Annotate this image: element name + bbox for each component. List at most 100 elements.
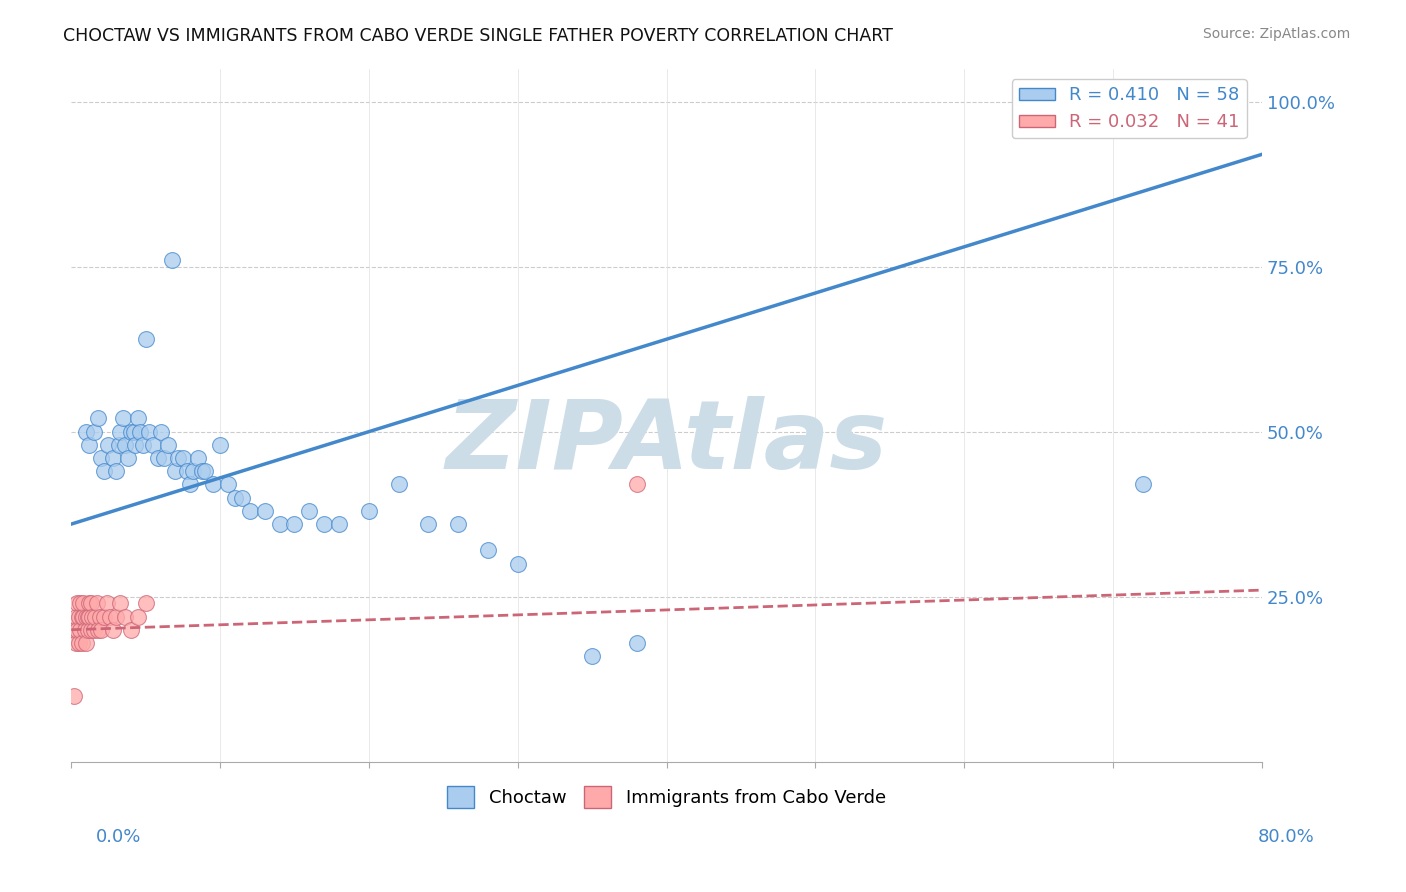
Point <box>69 596 91 610</box>
Point <box>63 689 86 703</box>
Point <box>418 517 440 532</box>
Point <box>66 596 89 610</box>
Point <box>181 464 204 478</box>
Point <box>447 517 470 532</box>
Point <box>1132 477 1154 491</box>
Point <box>138 425 160 439</box>
Point <box>89 609 111 624</box>
Point <box>156 438 179 452</box>
Point <box>101 451 124 466</box>
Point <box>72 609 94 624</box>
Point <box>224 491 246 505</box>
Point <box>70 609 93 624</box>
Point <box>127 411 149 425</box>
Point <box>131 438 153 452</box>
Point <box>83 425 105 439</box>
Point <box>328 517 350 532</box>
Point <box>149 425 172 439</box>
Point <box>114 609 136 624</box>
Point <box>76 623 98 637</box>
Point <box>194 464 217 478</box>
Point <box>69 623 91 637</box>
Point <box>75 425 97 439</box>
Point <box>70 636 93 650</box>
Point <box>357 504 380 518</box>
Text: 80.0%: 80.0% <box>1258 828 1315 846</box>
Point <box>93 609 115 624</box>
Point <box>97 438 120 452</box>
Point <box>87 411 110 425</box>
Point <box>77 609 100 624</box>
Point <box>314 517 336 532</box>
Point <box>108 438 131 452</box>
Point <box>90 451 112 466</box>
Text: 0.0%: 0.0% <box>96 828 141 846</box>
Point <box>104 464 127 478</box>
Point <box>231 491 253 505</box>
Point <box>77 596 100 610</box>
Point <box>75 636 97 650</box>
Point <box>176 464 198 478</box>
Legend: Choctaw, Immigrants from Cabo Verde: Choctaw, Immigrants from Cabo Verde <box>440 779 893 815</box>
Point <box>72 596 94 610</box>
Point <box>87 623 110 637</box>
Point <box>269 517 291 532</box>
Text: Source: ZipAtlas.com: Source: ZipAtlas.com <box>1202 27 1350 41</box>
Point <box>477 543 499 558</box>
Point <box>93 464 115 478</box>
Point <box>120 425 142 439</box>
Point <box>162 252 184 267</box>
Text: CHOCTAW VS IMMIGRANTS FROM CABO VERDE SINGLE FATHER POVERTY CORRELATION CHART: CHOCTAW VS IMMIGRANTS FROM CABO VERDE SI… <box>63 27 893 45</box>
Point <box>84 609 107 624</box>
Text: ZIPAtlas: ZIPAtlas <box>446 396 887 490</box>
Point <box>388 477 411 491</box>
Point <box>626 477 648 491</box>
Point <box>80 609 103 624</box>
Point <box>73 623 96 637</box>
Point <box>76 609 98 624</box>
Point <box>135 596 157 610</box>
Point <box>146 451 169 466</box>
Point <box>124 438 146 452</box>
Point <box>67 609 90 624</box>
Point <box>110 425 132 439</box>
Point <box>79 596 101 610</box>
Point <box>79 623 101 637</box>
Point <box>77 438 100 452</box>
Point <box>191 464 214 478</box>
Point <box>581 649 603 664</box>
Point <box>201 477 224 491</box>
Point <box>117 451 139 466</box>
Point <box>283 517 305 532</box>
Point <box>86 596 108 610</box>
Point <box>66 623 89 637</box>
Point <box>167 451 190 466</box>
Point <box>65 636 87 650</box>
Point <box>298 504 321 518</box>
Point <box>98 609 121 624</box>
Point <box>63 623 86 637</box>
Point <box>75 609 97 624</box>
Point <box>122 425 145 439</box>
Point <box>187 451 209 466</box>
Point <box>65 609 87 624</box>
Point <box>217 477 239 491</box>
Point <box>127 609 149 624</box>
Point <box>152 451 174 466</box>
Point <box>165 464 187 478</box>
Point <box>110 596 132 610</box>
Point <box>128 425 150 439</box>
Point <box>179 477 201 491</box>
Point <box>253 504 276 518</box>
Point <box>626 636 648 650</box>
Point <box>209 438 232 452</box>
Point <box>142 438 165 452</box>
Point <box>101 623 124 637</box>
Point <box>83 623 105 637</box>
Point <box>120 623 142 637</box>
Point <box>114 438 136 452</box>
Point <box>172 451 194 466</box>
Point <box>506 557 529 571</box>
Point <box>112 411 135 425</box>
Point <box>67 636 90 650</box>
